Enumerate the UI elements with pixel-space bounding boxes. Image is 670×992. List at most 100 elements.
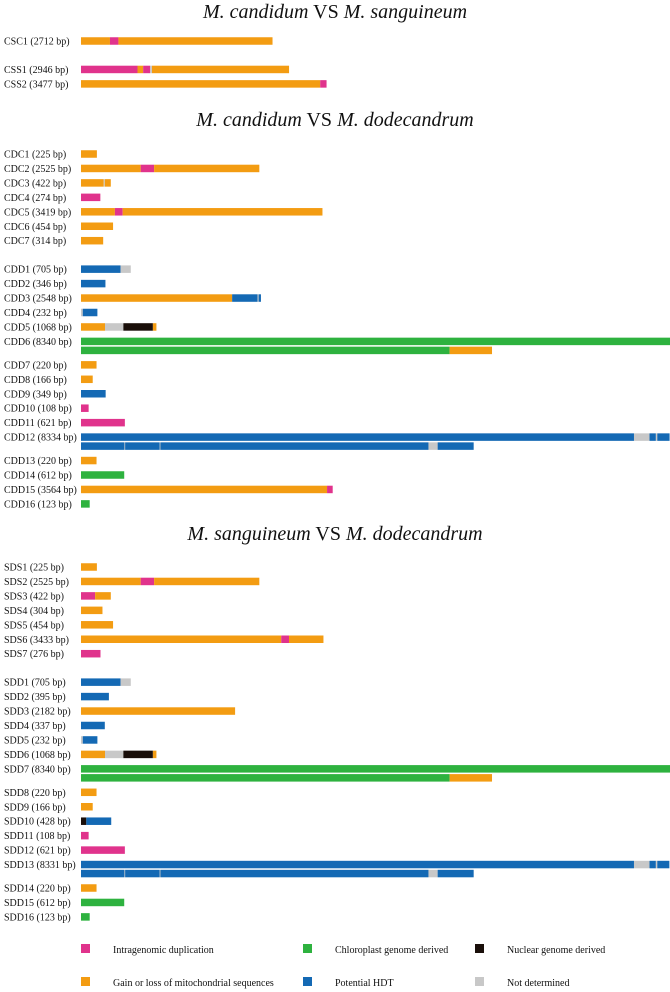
segment-mito: [81, 361, 97, 369]
row-label: SDD9 (166 bp): [4, 802, 66, 813]
segment-hdt: [82, 308, 98, 317]
segment-intra: [81, 418, 125, 427]
segment-mito: [449, 774, 493, 782]
row-label: CDC5 (3419 bp): [4, 207, 71, 218]
row-label: CDD3 (2548 bp): [4, 294, 72, 305]
segment-mito: [118, 37, 273, 45]
segment-nd: [633, 433, 650, 441]
panel-title: M. sanguineum VS M. dodecandrum: [186, 523, 482, 545]
segment-intra: [320, 80, 327, 88]
segment-intra: [81, 831, 89, 840]
row-label: SDS1 (225 bp): [4, 563, 64, 574]
row-label: CDD7 (220 bp): [4, 360, 67, 371]
row-label: CDC6 (454 bp): [4, 222, 66, 233]
row-label: CDD11 (621 bp): [4, 418, 71, 429]
segment-hdt: [81, 390, 106, 398]
legend-label-nd: Not determined: [507, 978, 569, 989]
segment-hdt: [125, 442, 160, 450]
row-label: CDC4 (274 bp): [4, 193, 66, 204]
segment-mito: [81, 208, 115, 216]
segment-chloro: [81, 471, 125, 479]
row-label: CDC7 (314 bp): [4, 236, 66, 247]
segment-hdt: [125, 869, 160, 878]
segment-chloro: [81, 774, 450, 782]
row-label: SDS7 (276 bp): [4, 649, 64, 660]
segment-nd: [124, 869, 126, 878]
segment-nd: [120, 265, 131, 273]
row-label: CDD1 (705 bp): [4, 265, 67, 276]
segment-hdt: [437, 869, 474, 878]
legend-swatch-nuclear: [475, 944, 484, 953]
row-label: SDD8 (220 bp): [4, 788, 66, 799]
row-label: CDD12 (8334 bp): [4, 433, 77, 444]
row-label: CSC1 (2712 bp): [4, 37, 70, 48]
segment-hdt: [81, 869, 125, 878]
segment-hdt: [437, 442, 474, 450]
row-label: CDD13 (220 bp): [4, 456, 72, 467]
segment-nuclear: [123, 750, 153, 759]
row-label: CDD9 (349 bp): [4, 389, 67, 400]
segment-hdt: [81, 265, 121, 273]
row-label: CDD8 (166 bp): [4, 375, 67, 386]
segment-chloro: [81, 337, 670, 346]
segment-hdt: [160, 869, 429, 878]
panel-title: M. candidum VS M. dodecandrum: [195, 109, 473, 131]
segment-intra: [140, 577, 155, 586]
legend-swatch-hdt: [303, 977, 312, 986]
segment-chloro: [81, 346, 450, 355]
row-label: SDD5 (232 bp): [4, 735, 66, 746]
segment-mito: [81, 707, 236, 715]
segment-nd: [655, 433, 658, 441]
segment-mito: [81, 37, 110, 45]
segment-nd: [633, 860, 650, 869]
segment-nd: [159, 442, 161, 450]
segment-hdt: [657, 433, 670, 441]
row-label: SDD14 (220 bp): [4, 884, 71, 895]
row-label: CDD14 (612 bp): [4, 471, 72, 482]
segment-mito: [81, 750, 106, 759]
segment-hdt: [81, 279, 106, 288]
segment-hdt: [81, 721, 105, 730]
row-label: SDD1 (705 bp): [4, 678, 66, 689]
legend-label-hdt: Potential HDT: [335, 978, 394, 989]
segment-nd: [81, 736, 83, 744]
segment-intra: [81, 193, 101, 202]
row-label: SDD12 (621 bp): [4, 846, 71, 857]
segment-hdt: [81, 433, 634, 441]
row-label: CDD4 (232 bp): [4, 308, 67, 319]
segment-intra: [109, 37, 119, 45]
segment-hdt: [649, 433, 656, 441]
segment-hdt: [81, 860, 634, 869]
segment-intra: [81, 649, 101, 658]
segment-mito: [81, 375, 93, 384]
segment-mito: [81, 164, 141, 173]
segment-mito: [81, 606, 103, 615]
segment-nd: [81, 308, 83, 317]
segment-mito: [81, 884, 97, 892]
segment-nd: [159, 869, 161, 878]
segment-nd: [120, 678, 131, 686]
segment-hdt: [657, 860, 670, 869]
row-label: CDD5 (1068 bp): [4, 322, 72, 333]
segment-mito: [81, 323, 106, 331]
segment-mito: [81, 563, 97, 571]
row-label: CDC3 (422 bp): [4, 178, 66, 189]
segment-mito: [154, 577, 260, 586]
row-label: CSS1 (2946 bp): [4, 65, 68, 76]
row-label: SDD7 (8340 bp): [4, 764, 71, 775]
segment-chloro: [81, 500, 90, 508]
segment-hdt: [86, 817, 112, 825]
segment-mito: [152, 750, 157, 759]
segment-mito: [137, 65, 144, 74]
segment-mito: [81, 294, 233, 302]
row-label: SDD6 (1068 bp): [4, 750, 71, 761]
segment-mito: [81, 80, 321, 88]
row-label: CDD2 (346 bp): [4, 279, 67, 290]
segment-mito: [104, 179, 111, 187]
panel-title: M. candidum VS M. sanguineum: [202, 1, 467, 23]
segment-nd: [150, 65, 152, 74]
segment-mito: [449, 346, 493, 355]
legend-label-mito: Gain or loss of mitochondrial sequences: [113, 978, 274, 989]
segment-intra: [143, 65, 151, 74]
segment-mito: [81, 236, 104, 245]
